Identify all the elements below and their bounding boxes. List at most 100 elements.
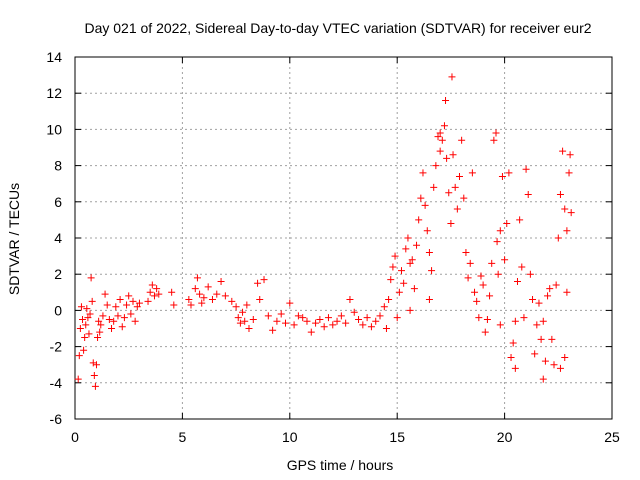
y-tick-label: 4 <box>54 230 62 246</box>
data-point <box>546 285 554 293</box>
data-point <box>146 288 154 296</box>
data-point <box>537 335 545 343</box>
data-point <box>144 297 152 305</box>
data-point <box>520 314 528 322</box>
data-point <box>479 281 487 289</box>
data-point <box>385 296 393 304</box>
y-tick-label: 6 <box>54 194 62 210</box>
data-point <box>84 314 92 322</box>
x-tick-label: 20 <box>497 429 513 445</box>
data-point <box>481 328 489 336</box>
data-point <box>74 375 82 383</box>
data-point <box>493 238 501 246</box>
data-point <box>524 191 532 199</box>
data-point <box>294 312 302 320</box>
data-point <box>561 205 569 213</box>
data-point <box>509 339 517 347</box>
data-point <box>453 205 461 213</box>
data-point <box>395 288 403 296</box>
data-points <box>74 73 575 390</box>
data-point <box>125 292 133 300</box>
data-point <box>307 328 315 336</box>
data-point <box>440 122 448 130</box>
data-point <box>556 191 564 199</box>
data-point <box>448 73 456 81</box>
x-tick-label: 5 <box>179 429 187 445</box>
data-point <box>77 303 85 311</box>
data-point <box>393 314 401 322</box>
data-point <box>324 314 332 322</box>
x-tick-label: 0 <box>71 429 79 445</box>
data-point <box>567 209 575 217</box>
data-point <box>413 241 421 249</box>
data-point <box>438 136 446 144</box>
data-point <box>87 274 95 282</box>
data-point <box>561 353 569 361</box>
data-point <box>350 308 358 316</box>
data-point <box>539 375 547 383</box>
data-point <box>415 216 423 224</box>
data-point <box>565 169 573 177</box>
data-point <box>120 314 128 322</box>
data-point <box>473 297 481 305</box>
data-point <box>170 301 178 309</box>
y-tick-label: 12 <box>46 85 62 101</box>
data-point <box>406 259 414 267</box>
data-point <box>410 285 418 293</box>
data-point <box>232 303 240 311</box>
y-tick-label: 10 <box>46 121 62 137</box>
data-point <box>566 151 574 159</box>
data-point <box>464 274 472 282</box>
data-point <box>425 296 433 304</box>
data-point <box>496 321 504 329</box>
data-point <box>241 317 249 325</box>
data-point <box>282 319 290 327</box>
data-point <box>79 315 87 323</box>
data-point <box>531 350 539 358</box>
data-point <box>193 274 201 282</box>
data-point <box>116 296 124 304</box>
data-point <box>494 270 502 278</box>
data-point <box>505 169 513 177</box>
data-point <box>260 276 268 284</box>
data-point <box>498 172 506 180</box>
data-point <box>337 312 345 320</box>
data-point <box>239 308 247 316</box>
data-point <box>196 290 204 298</box>
data-point <box>404 234 412 242</box>
data-point <box>228 297 236 305</box>
data-point <box>475 314 483 322</box>
data-point <box>254 279 262 287</box>
data-point <box>380 303 388 311</box>
chart-title: Day 021 of 2022, Sidereal Day-to-day VTE… <box>84 20 591 36</box>
data-point <box>346 296 354 304</box>
data-point <box>114 312 122 320</box>
data-point <box>434 133 442 141</box>
data-point <box>118 323 126 331</box>
data-point <box>430 183 438 191</box>
data-point <box>277 310 285 318</box>
data-point <box>400 279 408 287</box>
data-point <box>88 297 96 305</box>
data-point <box>425 248 433 256</box>
data-point <box>333 317 341 325</box>
x-axis-label: GPS time / hours <box>287 457 394 473</box>
data-point <box>492 129 500 137</box>
data-point <box>477 272 485 280</box>
data-point <box>108 325 116 332</box>
data-point <box>511 317 519 325</box>
tick-labels: 0 5 10 15 20 25 -6 -4 -2 0 2 4 6 8 10 12 14 <box>46 49 620 445</box>
data-point <box>155 290 163 298</box>
data-point <box>133 303 141 311</box>
data-point <box>526 270 534 278</box>
data-point <box>187 301 195 309</box>
data-point <box>455 172 463 180</box>
data-point <box>563 288 571 296</box>
y-tick-label: 14 <box>46 49 62 65</box>
data-point <box>458 136 466 144</box>
y-tick-label: 8 <box>54 158 62 174</box>
data-point <box>123 301 131 309</box>
data-point <box>486 292 494 300</box>
data-point <box>529 296 537 304</box>
